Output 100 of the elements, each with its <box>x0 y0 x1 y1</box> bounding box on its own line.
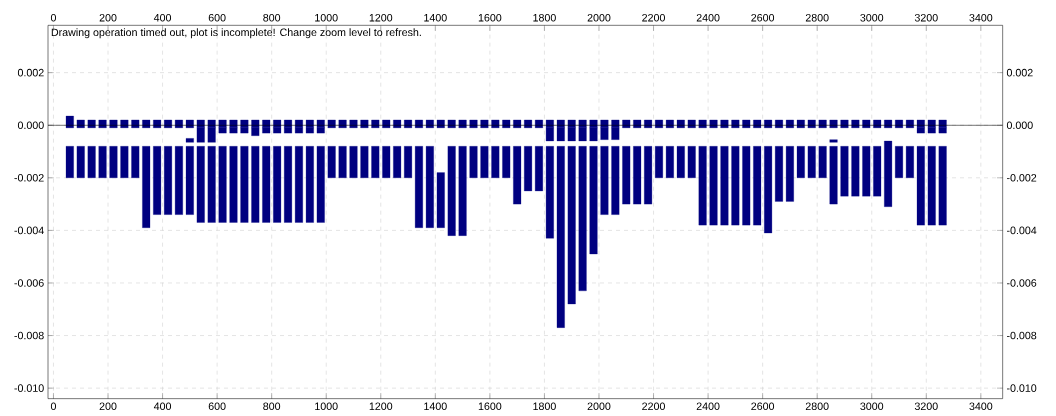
bar <box>76 119 85 128</box>
bar <box>687 119 696 128</box>
bar <box>142 119 151 128</box>
bar <box>316 146 325 223</box>
bar <box>676 146 685 178</box>
bar <box>164 119 172 128</box>
bar <box>218 146 227 223</box>
bar <box>87 146 96 178</box>
bar <box>698 146 707 226</box>
bar <box>513 119 522 128</box>
x-tick-label: 2600 <box>751 13 775 22</box>
bar <box>76 146 85 178</box>
bar <box>153 119 162 128</box>
y2-tick-label: 0.000 <box>1006 121 1033 129</box>
bar <box>185 138 194 143</box>
x-tick-label: 800 <box>263 13 281 22</box>
bar <box>687 146 696 178</box>
x-tick-label: 2000 <box>587 13 611 22</box>
bar <box>262 146 271 223</box>
x2-tick-label: 200 <box>99 402 117 411</box>
bar <box>120 146 129 178</box>
bar <box>502 146 511 178</box>
bar <box>785 119 794 128</box>
bar <box>502 119 511 128</box>
x2-tick-label: 1400 <box>424 402 447 411</box>
bar <box>196 146 205 223</box>
x2-tick-label: 1600 <box>478 402 502 411</box>
y2-tick-label: -0.004 <box>1006 226 1037 235</box>
y-tick-label: -0.006 <box>14 279 44 287</box>
bar <box>862 119 871 128</box>
x-tick-label: 600 <box>208 13 226 22</box>
y2-tick-label: -0.008 <box>1006 331 1037 340</box>
bar <box>65 115 74 128</box>
bar <box>873 119 882 128</box>
bar <box>556 146 565 328</box>
bar <box>884 140 893 207</box>
bar <box>709 119 718 128</box>
y-tick-label: 0.002 <box>17 68 44 77</box>
bar <box>458 146 467 236</box>
bar <box>338 119 347 128</box>
bar <box>545 146 554 239</box>
bar <box>764 146 773 234</box>
bar <box>251 146 260 223</box>
bar <box>829 139 838 143</box>
bar <box>513 146 522 205</box>
bar <box>655 119 663 128</box>
bar <box>349 119 358 128</box>
bar <box>535 146 543 192</box>
bar <box>862 146 871 197</box>
bar <box>796 146 805 178</box>
x-tick-label: 1000 <box>315 13 338 22</box>
bar <box>415 146 423 228</box>
bar <box>229 146 238 223</box>
bar <box>131 146 140 178</box>
bar <box>644 119 653 128</box>
x2-tick-label: 600 <box>208 402 226 411</box>
bar <box>567 146 576 305</box>
bar <box>382 119 391 128</box>
bar <box>360 119 369 128</box>
bar <box>535 119 543 128</box>
bar <box>338 146 347 178</box>
bar <box>785 146 794 202</box>
y-tick-label: -0.010 <box>14 384 44 392</box>
bar <box>840 146 849 197</box>
bar <box>393 146 402 178</box>
y2-tick-label: -0.006 <box>1006 279 1037 287</box>
bar <box>775 146 783 202</box>
x2-tick-label: 3200 <box>914 402 938 411</box>
bar <box>371 146 380 178</box>
bar <box>447 146 456 236</box>
bar <box>720 119 729 128</box>
bar <box>153 146 162 215</box>
bar <box>142 146 151 228</box>
bar <box>851 146 860 197</box>
x-tick-label: 3000 <box>860 13 884 22</box>
bar <box>916 146 925 226</box>
bar <box>109 146 118 178</box>
bar <box>731 119 740 128</box>
bar <box>938 146 947 226</box>
x2-tick-label: 3000 <box>860 402 884 411</box>
x2-tick-label: 2400 <box>696 402 720 411</box>
bar <box>425 119 434 128</box>
bar <box>284 146 292 223</box>
bar <box>611 146 620 215</box>
bar <box>327 119 336 128</box>
x2-tick-label: 400 <box>153 402 172 411</box>
bar <box>305 146 314 223</box>
x-tick-label: 200 <box>99 13 117 22</box>
bar <box>425 146 434 228</box>
bar <box>164 146 172 215</box>
bar <box>622 119 631 128</box>
bar <box>698 119 707 128</box>
bar <box>644 146 653 205</box>
x-tick-label: 1800 <box>533 13 556 22</box>
bar <box>840 119 849 128</box>
bar <box>633 146 642 205</box>
y-tick-label: -0.002 <box>14 174 44 182</box>
bar <box>469 146 478 178</box>
y-tick-label: -0.004 <box>14 226 44 235</box>
bar <box>665 119 674 128</box>
